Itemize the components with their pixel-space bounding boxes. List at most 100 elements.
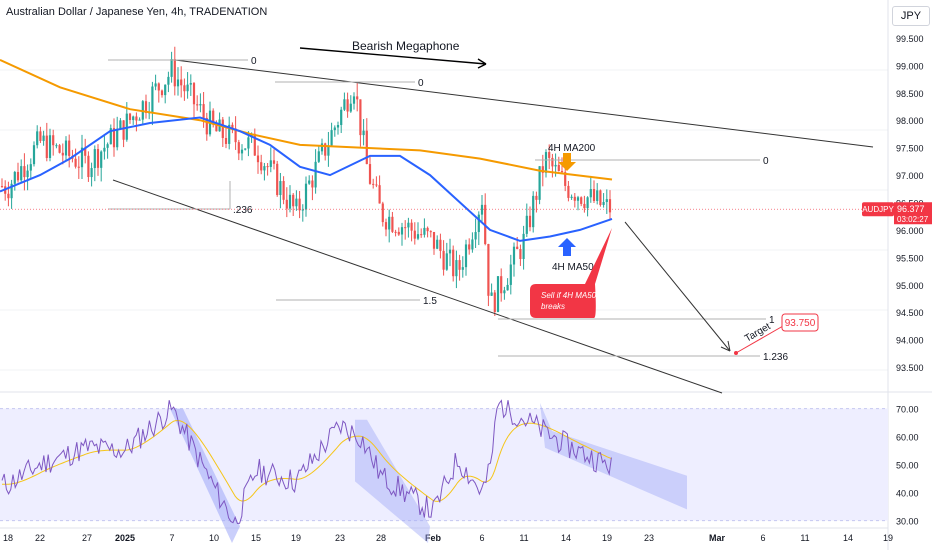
candle	[240, 144, 244, 161]
sell-callout-line2: breaks	[541, 302, 565, 311]
candle	[266, 162, 269, 176]
candle-body	[599, 190, 602, 205]
time-tick-label: 18	[3, 533, 13, 543]
candles	[0, 46, 612, 316]
rsi-tick-label: 70.00	[896, 405, 919, 415]
megaphone-arrow-line	[299, 47, 487, 65]
candle	[477, 211, 480, 246]
ma200-line	[0, 58, 613, 181]
candle-body	[301, 209, 304, 211]
candle-body	[106, 144, 109, 148]
rsi-tick-label: 60.00	[896, 433, 919, 443]
fib-levels: 0 0 .236 0 1.5 1 1.236	[108, 56, 788, 363]
candle	[576, 195, 580, 211]
candle	[538, 166, 541, 205]
candle-body	[128, 113, 132, 121]
candle	[208, 101, 212, 137]
candle-body	[343, 99, 346, 110]
candle	[160, 89, 164, 98]
candle	[471, 232, 474, 253]
candle	[439, 233, 442, 259]
time-tick-label: 7	[169, 533, 174, 543]
candle-body	[426, 227, 429, 232]
candle	[452, 245, 455, 282]
candle-body	[480, 204, 484, 215]
candle	[36, 125, 39, 149]
candle-body	[474, 232, 477, 240]
candle	[279, 172, 282, 209]
candle	[292, 193, 295, 216]
candle-body	[199, 104, 202, 106]
candle	[237, 139, 240, 161]
candle	[464, 239, 468, 276]
candle	[164, 84, 167, 104]
candle-body	[608, 199, 612, 213]
candle-body	[324, 143, 327, 156]
candle	[567, 180, 570, 202]
candle-body	[173, 59, 176, 87]
candle	[288, 185, 292, 213]
candle-body	[541, 166, 544, 173]
candle	[234, 116, 237, 150]
candle-body	[96, 149, 100, 168]
rsi-axis: 70.00 60.00 50.00 40.00 30.00	[896, 405, 919, 527]
candle	[167, 71, 170, 93]
candle	[132, 115, 135, 125]
candle	[13, 170, 16, 191]
fib-label: 0	[251, 56, 257, 67]
candle	[490, 283, 493, 296]
candle	[573, 193, 576, 208]
candle	[544, 149, 548, 178]
candle-body	[445, 253, 448, 270]
candle	[602, 193, 605, 208]
candle	[551, 153, 554, 178]
candle	[352, 92, 356, 110]
candle-body	[202, 104, 205, 118]
candle-body	[13, 171, 16, 184]
price-tick-label: 99.000	[896, 61, 924, 71]
time-tick-label: 28	[376, 533, 386, 543]
projection-arrow-line	[624, 221, 731, 352]
candle	[244, 148, 247, 151]
candle	[61, 143, 64, 165]
candle-body	[48, 135, 52, 159]
candle-body	[378, 185, 381, 204]
candle-body	[266, 166, 269, 168]
candle	[189, 74, 192, 96]
candle-body	[570, 196, 573, 198]
candle-body	[522, 233, 525, 260]
candle-body	[468, 244, 471, 250]
candle	[592, 180, 596, 203]
candle	[106, 142, 109, 159]
candle	[557, 156, 560, 172]
candle	[605, 189, 608, 214]
candle-body	[272, 160, 276, 164]
candle	[173, 46, 176, 96]
candle	[39, 126, 42, 144]
candle-body	[244, 148, 247, 150]
candle-body	[573, 196, 576, 201]
rsi-channel-3	[540, 403, 687, 510]
rsi-tick-label: 30.00	[896, 517, 919, 527]
price-tick-label: 97.500	[896, 144, 924, 154]
candle	[580, 196, 583, 207]
price-tick-label: 97.000	[896, 171, 924, 181]
candle	[23, 153, 26, 191]
candle-body	[384, 222, 388, 230]
candle	[372, 178, 375, 189]
candle	[42, 130, 45, 146]
candle-body	[39, 131, 42, 141]
candle-body	[64, 140, 68, 156]
candle-body	[416, 234, 420, 239]
currency-button[interactable]: JPY	[892, 6, 930, 26]
time-tick-label: 14	[561, 533, 571, 543]
candle	[461, 256, 464, 278]
candle-body	[135, 116, 138, 121]
time-tick-label: 14	[843, 533, 853, 543]
candle-body	[320, 143, 324, 152]
candle	[346, 92, 349, 118]
candle	[202, 91, 205, 128]
fib-label: 1.236	[763, 352, 788, 363]
candle-body	[26, 170, 29, 178]
price-tick-label: 98.500	[896, 89, 924, 99]
